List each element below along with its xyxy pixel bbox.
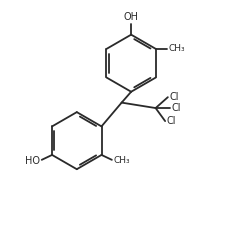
Text: CH₃: CH₃: [113, 156, 130, 165]
Text: Cl: Cl: [169, 92, 179, 102]
Text: Cl: Cl: [167, 116, 176, 126]
Text: CH₃: CH₃: [169, 45, 185, 53]
Text: OH: OH: [124, 13, 139, 22]
Text: Cl: Cl: [171, 103, 181, 113]
Text: HO: HO: [25, 156, 40, 166]
